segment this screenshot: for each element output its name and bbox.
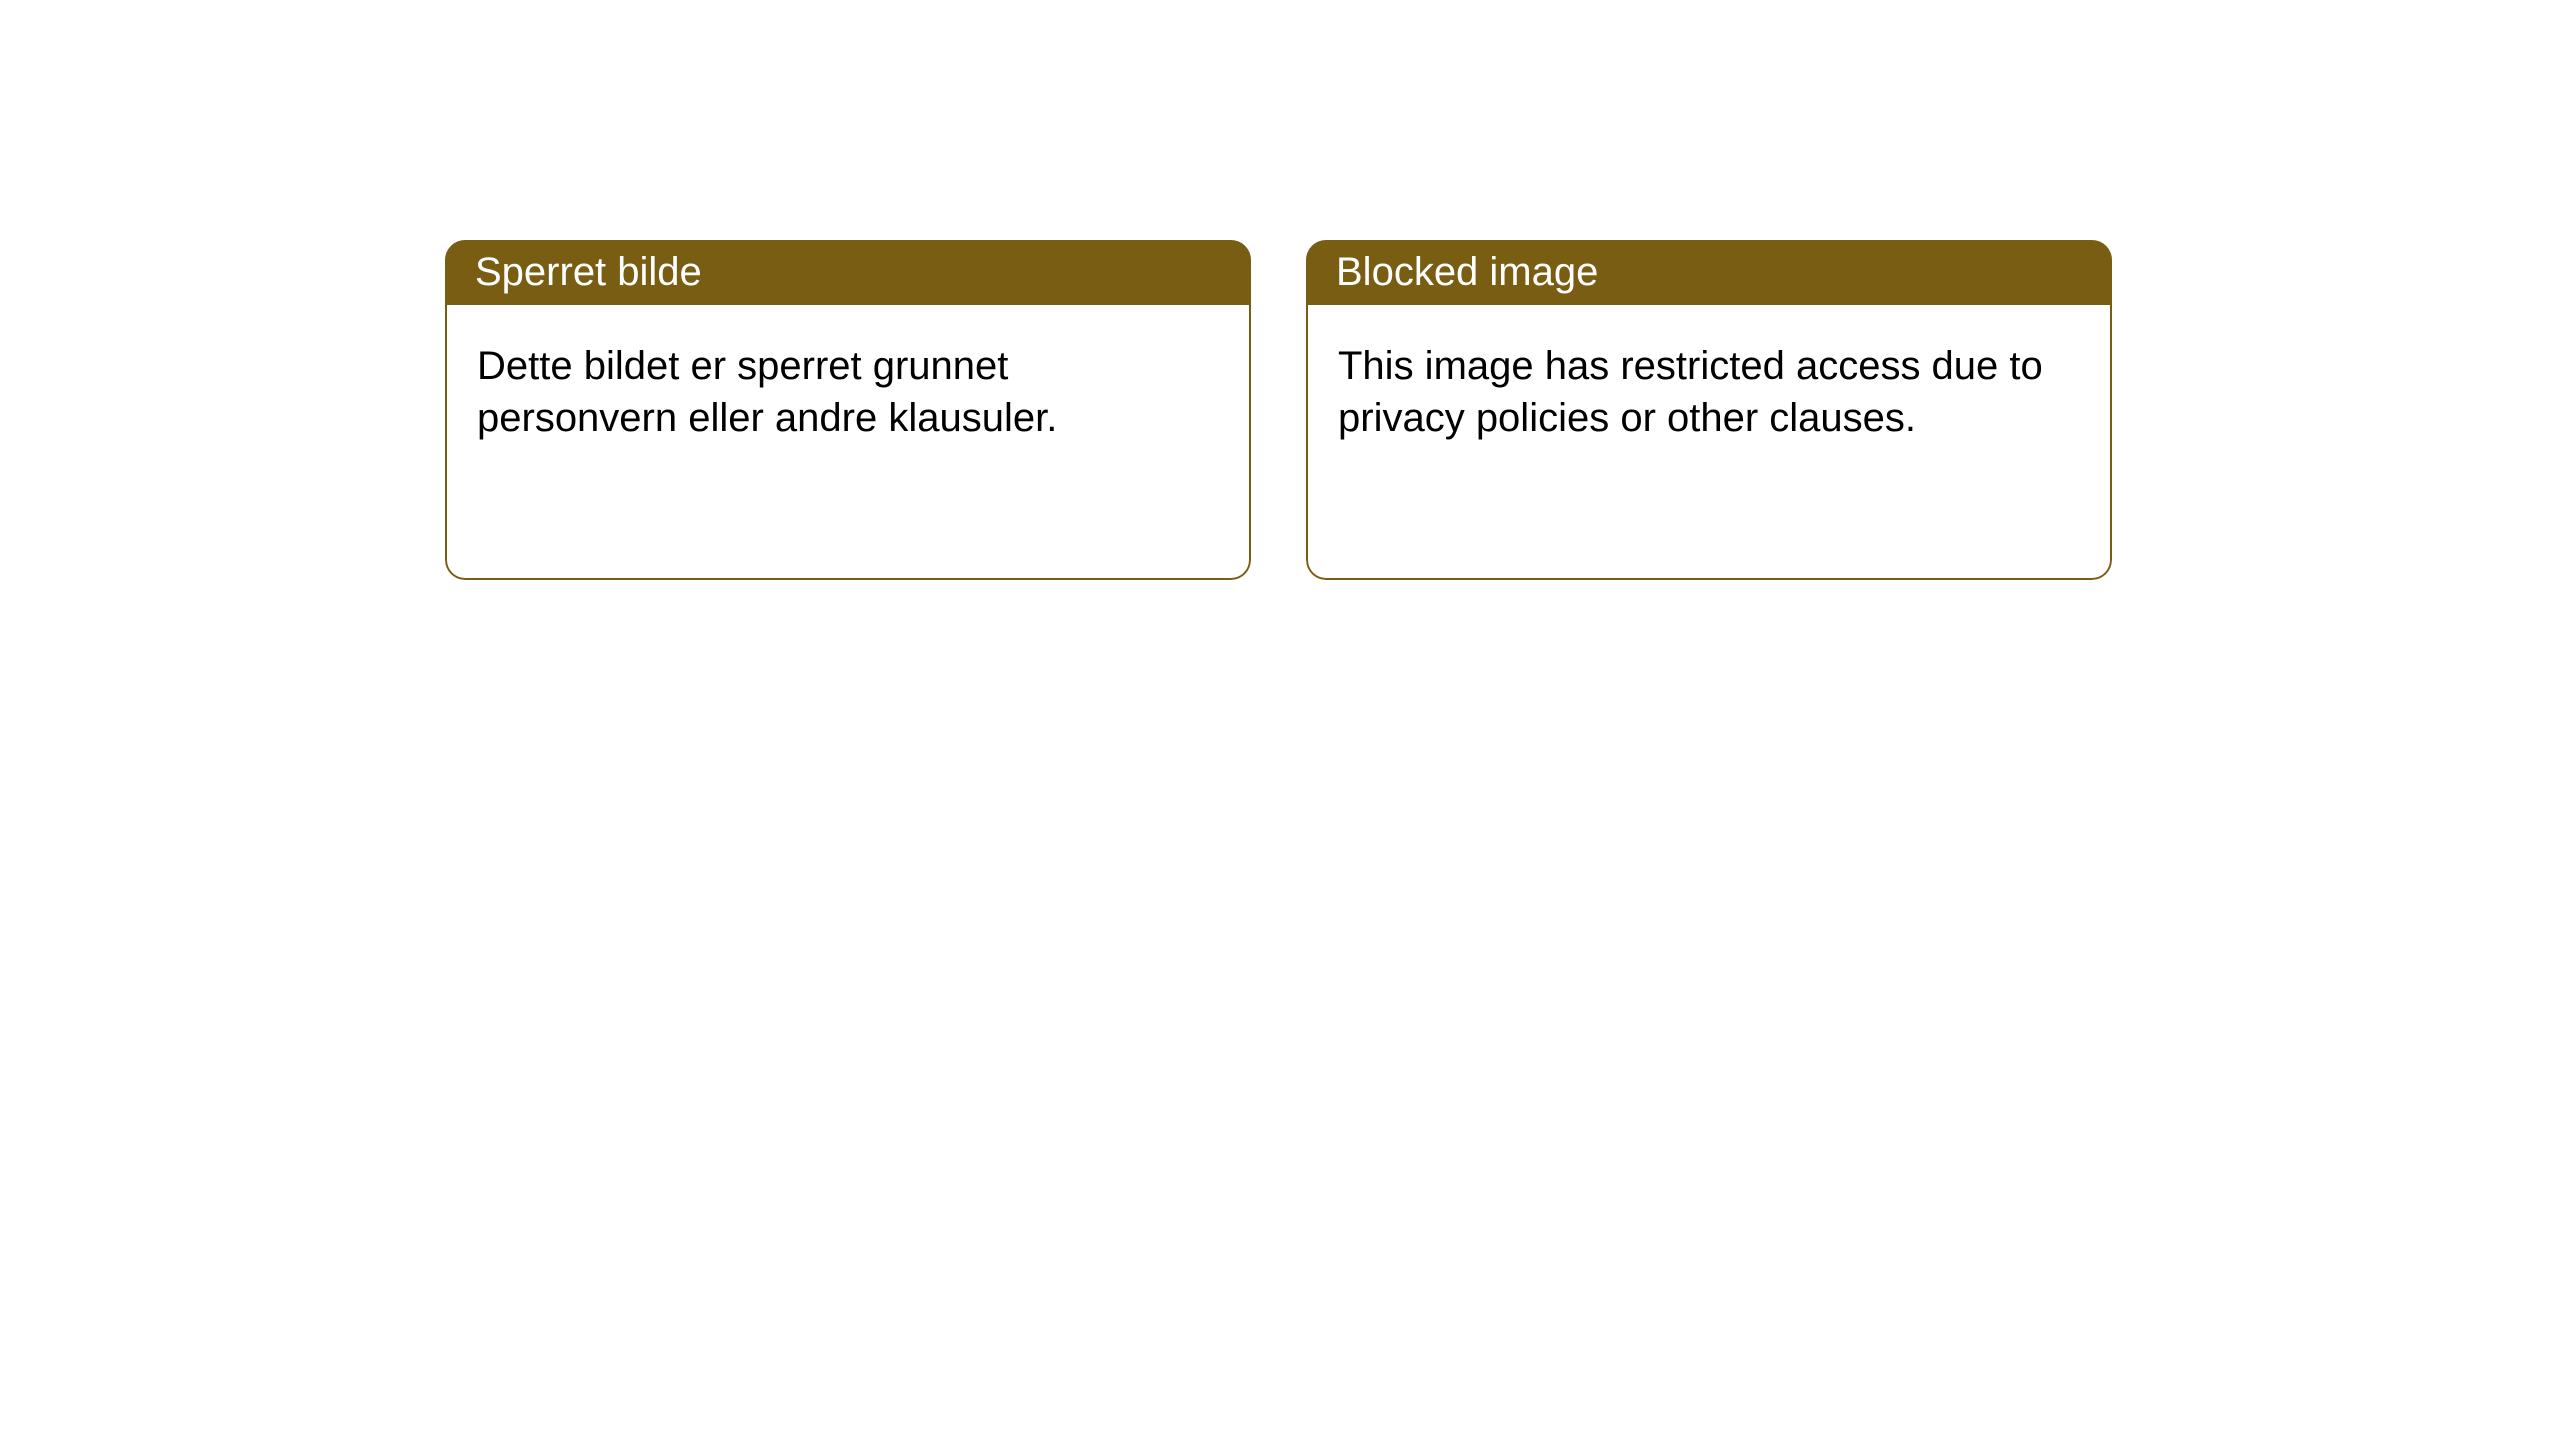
cards-container: Sperret bilde Dette bildet er sperret gr… xyxy=(0,0,2560,580)
card-body-no: Dette bildet er sperret grunnet personve… xyxy=(445,305,1251,580)
blocked-image-card-no: Sperret bilde Dette bildet er sperret gr… xyxy=(445,240,1251,580)
card-message-en: This image has restricted access due to … xyxy=(1338,344,2043,440)
card-title-no: Sperret bilde xyxy=(475,250,702,294)
card-message-no: Dette bildet er sperret grunnet personve… xyxy=(477,344,1057,440)
card-title-en: Blocked image xyxy=(1336,250,1598,294)
card-header-en: Blocked image xyxy=(1306,240,2112,305)
card-header-no: Sperret bilde xyxy=(445,240,1251,305)
blocked-image-card-en: Blocked image This image has restricted … xyxy=(1306,240,2112,580)
card-body-en: This image has restricted access due to … xyxy=(1306,305,2112,580)
